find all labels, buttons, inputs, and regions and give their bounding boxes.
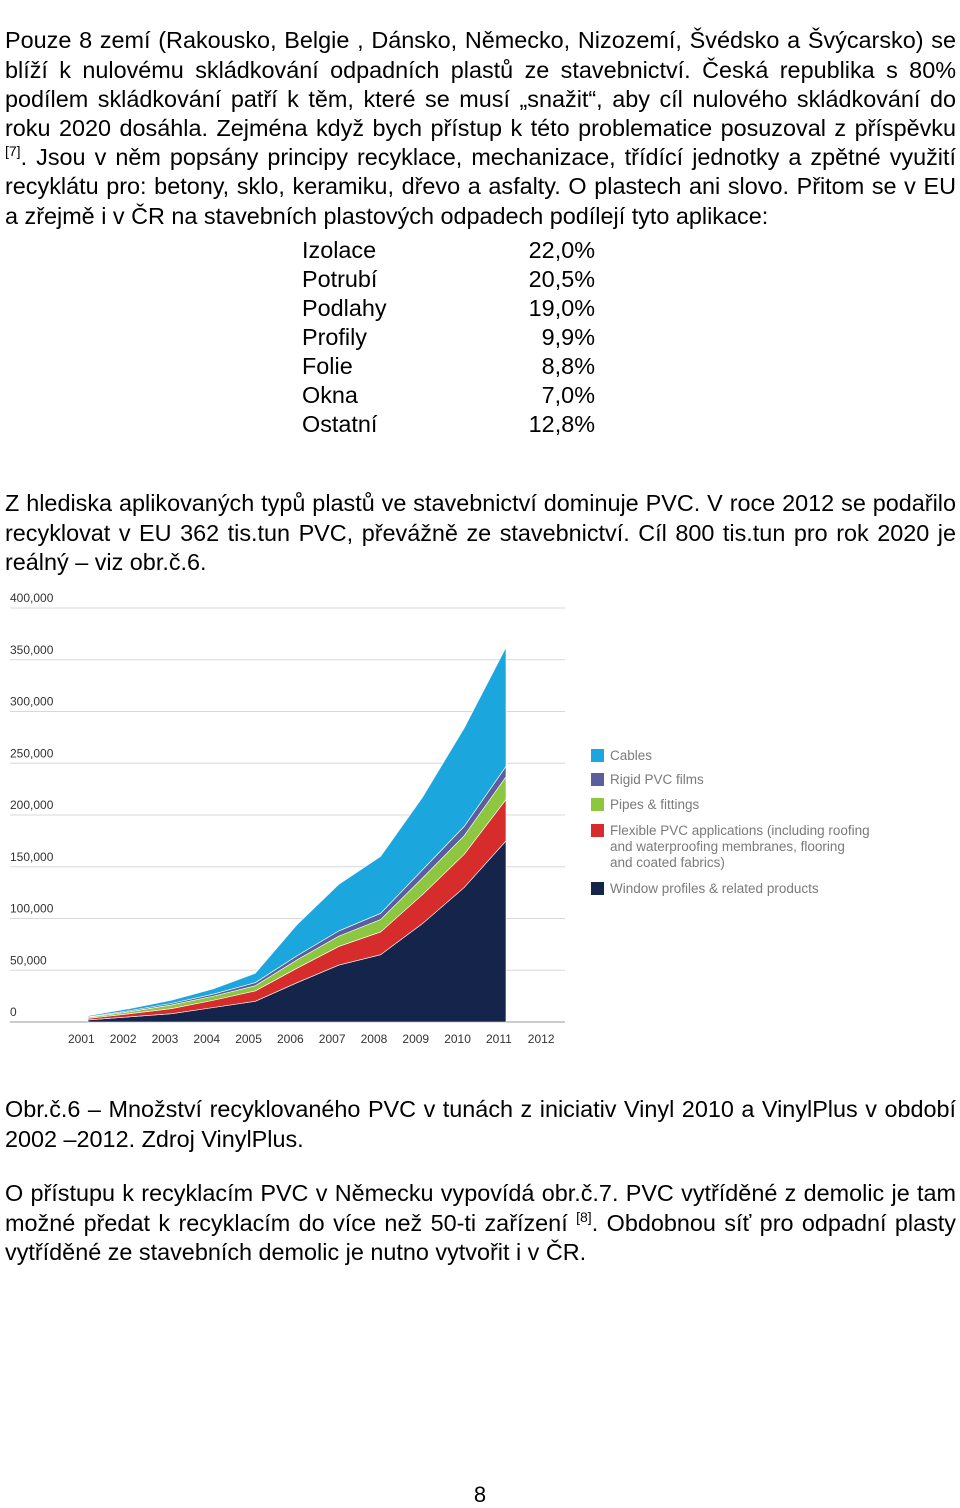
pvc-paragraph: Z hlediska aplikovaných typů plastů ve s… [5, 490, 956, 575]
share-row: Profily 9,9% [302, 323, 595, 352]
area-series [87, 647, 507, 1018]
intro-text-start: Pouze 8 zemí (Rakousko, Belgie , Dánsko,… [5, 27, 956, 141]
legend-swatch [591, 749, 604, 762]
x-tick-label: 2010 [444, 1032, 471, 1046]
x-tick-label: 2008 [361, 1032, 388, 1046]
y-tick-label: 100,000 [10, 902, 54, 916]
share-percent: 19,0% [528, 295, 595, 321]
share-row: Okna 7,0% [302, 381, 595, 410]
y-tick-label: 400,000 [10, 592, 54, 605]
legend-label: Flexible PVC applications (including roo… [610, 823, 870, 870]
x-tick-label: 2012 [528, 1032, 555, 1046]
x-tick-label: 2009 [402, 1032, 429, 1046]
share-application: Podlahy [302, 295, 387, 321]
share-percent: 12,8% [528, 411, 595, 437]
y-tick-label: 200,000 [10, 798, 54, 812]
share-percent: 22,0% [528, 237, 595, 263]
x-tick-label: 2011 [486, 1032, 512, 1046]
y-tick-label: 250,000 [10, 746, 54, 760]
share-application: Folie [302, 353, 353, 379]
share-row: Potrubí 20,5% [302, 265, 595, 294]
y-tick-label: 350,000 [10, 643, 54, 657]
share-percent: 8,8% [541, 353, 595, 379]
legend-label: Window profiles & related products [610, 881, 819, 896]
y-tick-label: 300,000 [10, 695, 54, 709]
share-percent: 9,9% [541, 324, 595, 350]
share-percent: 7,0% [541, 382, 595, 408]
reference-7: [7] [5, 143, 21, 160]
germany-text-end: . Obdobnou síť pro odpadní plasty vytříd… [5, 1209, 956, 1265]
legend-label: Rigid PVC films [610, 772, 704, 787]
legend-swatch [591, 773, 604, 786]
germany-paragraph: O přístupu k recyklacím PVC v Německu vy… [5, 1179, 956, 1267]
reference-8: [8] [576, 1208, 592, 1225]
legend-swatch [591, 882, 604, 895]
pvc-recycling-chart: 0 50,000 100,000 150,000 200,000 250,000 300,0… [10, 592, 870, 1046]
x-tick-label: 2001 [68, 1032, 95, 1046]
y-tick-label: 50,000 [10, 953, 47, 967]
share-application: Profily [302, 324, 367, 350]
share-row: Izolace 22,0% [302, 236, 595, 265]
legend-label: Cables [610, 748, 652, 763]
intro-text-end: . Jsou v něm popsány principy recyklace,… [5, 144, 956, 229]
legend-label: Pipes & fittings [610, 797, 700, 812]
legend-swatch [591, 798, 604, 811]
share-row: Podlahy 19,0% [302, 294, 595, 323]
x-tick-label: 2007 [319, 1032, 346, 1046]
y-tick-label: 0 [10, 1005, 17, 1019]
share-row: Ostatní 12,8% [302, 410, 595, 439]
x-tick-label: 2002 [110, 1032, 137, 1046]
share-percent: 20,5% [528, 266, 595, 292]
x-tick-label: 2003 [152, 1032, 179, 1046]
intro-paragraph: Pouze 8 zemí (Rakousko, Belgie , Dánsko,… [5, 26, 956, 230]
germany-text-start: O přístupu k recyklacím PVC v Německu vy… [5, 1180, 956, 1236]
x-tick-label: 2004 [193, 1032, 220, 1046]
legend-swatch [591, 824, 604, 837]
x-tick-label: 2005 [235, 1032, 262, 1046]
page-number: 8 [473, 1482, 487, 1507]
share-application: Potrubí [302, 266, 378, 292]
y-tick-label: 150,000 [10, 850, 54, 864]
application-share-table: Izolace 22,0% Potrubí 20,5% Podlahy 19,0% Prof… [302, 236, 595, 439]
share-application: Izolace [302, 237, 377, 263]
figure-caption: Obr.č.6 – Množství recyklovaného PVC v t… [5, 1096, 956, 1152]
share-application: Ostatní [302, 411, 378, 437]
share-application: Okna [302, 382, 358, 408]
share-row: Folie 8,8% [302, 352, 595, 381]
x-tick-label: 2006 [277, 1032, 304, 1046]
